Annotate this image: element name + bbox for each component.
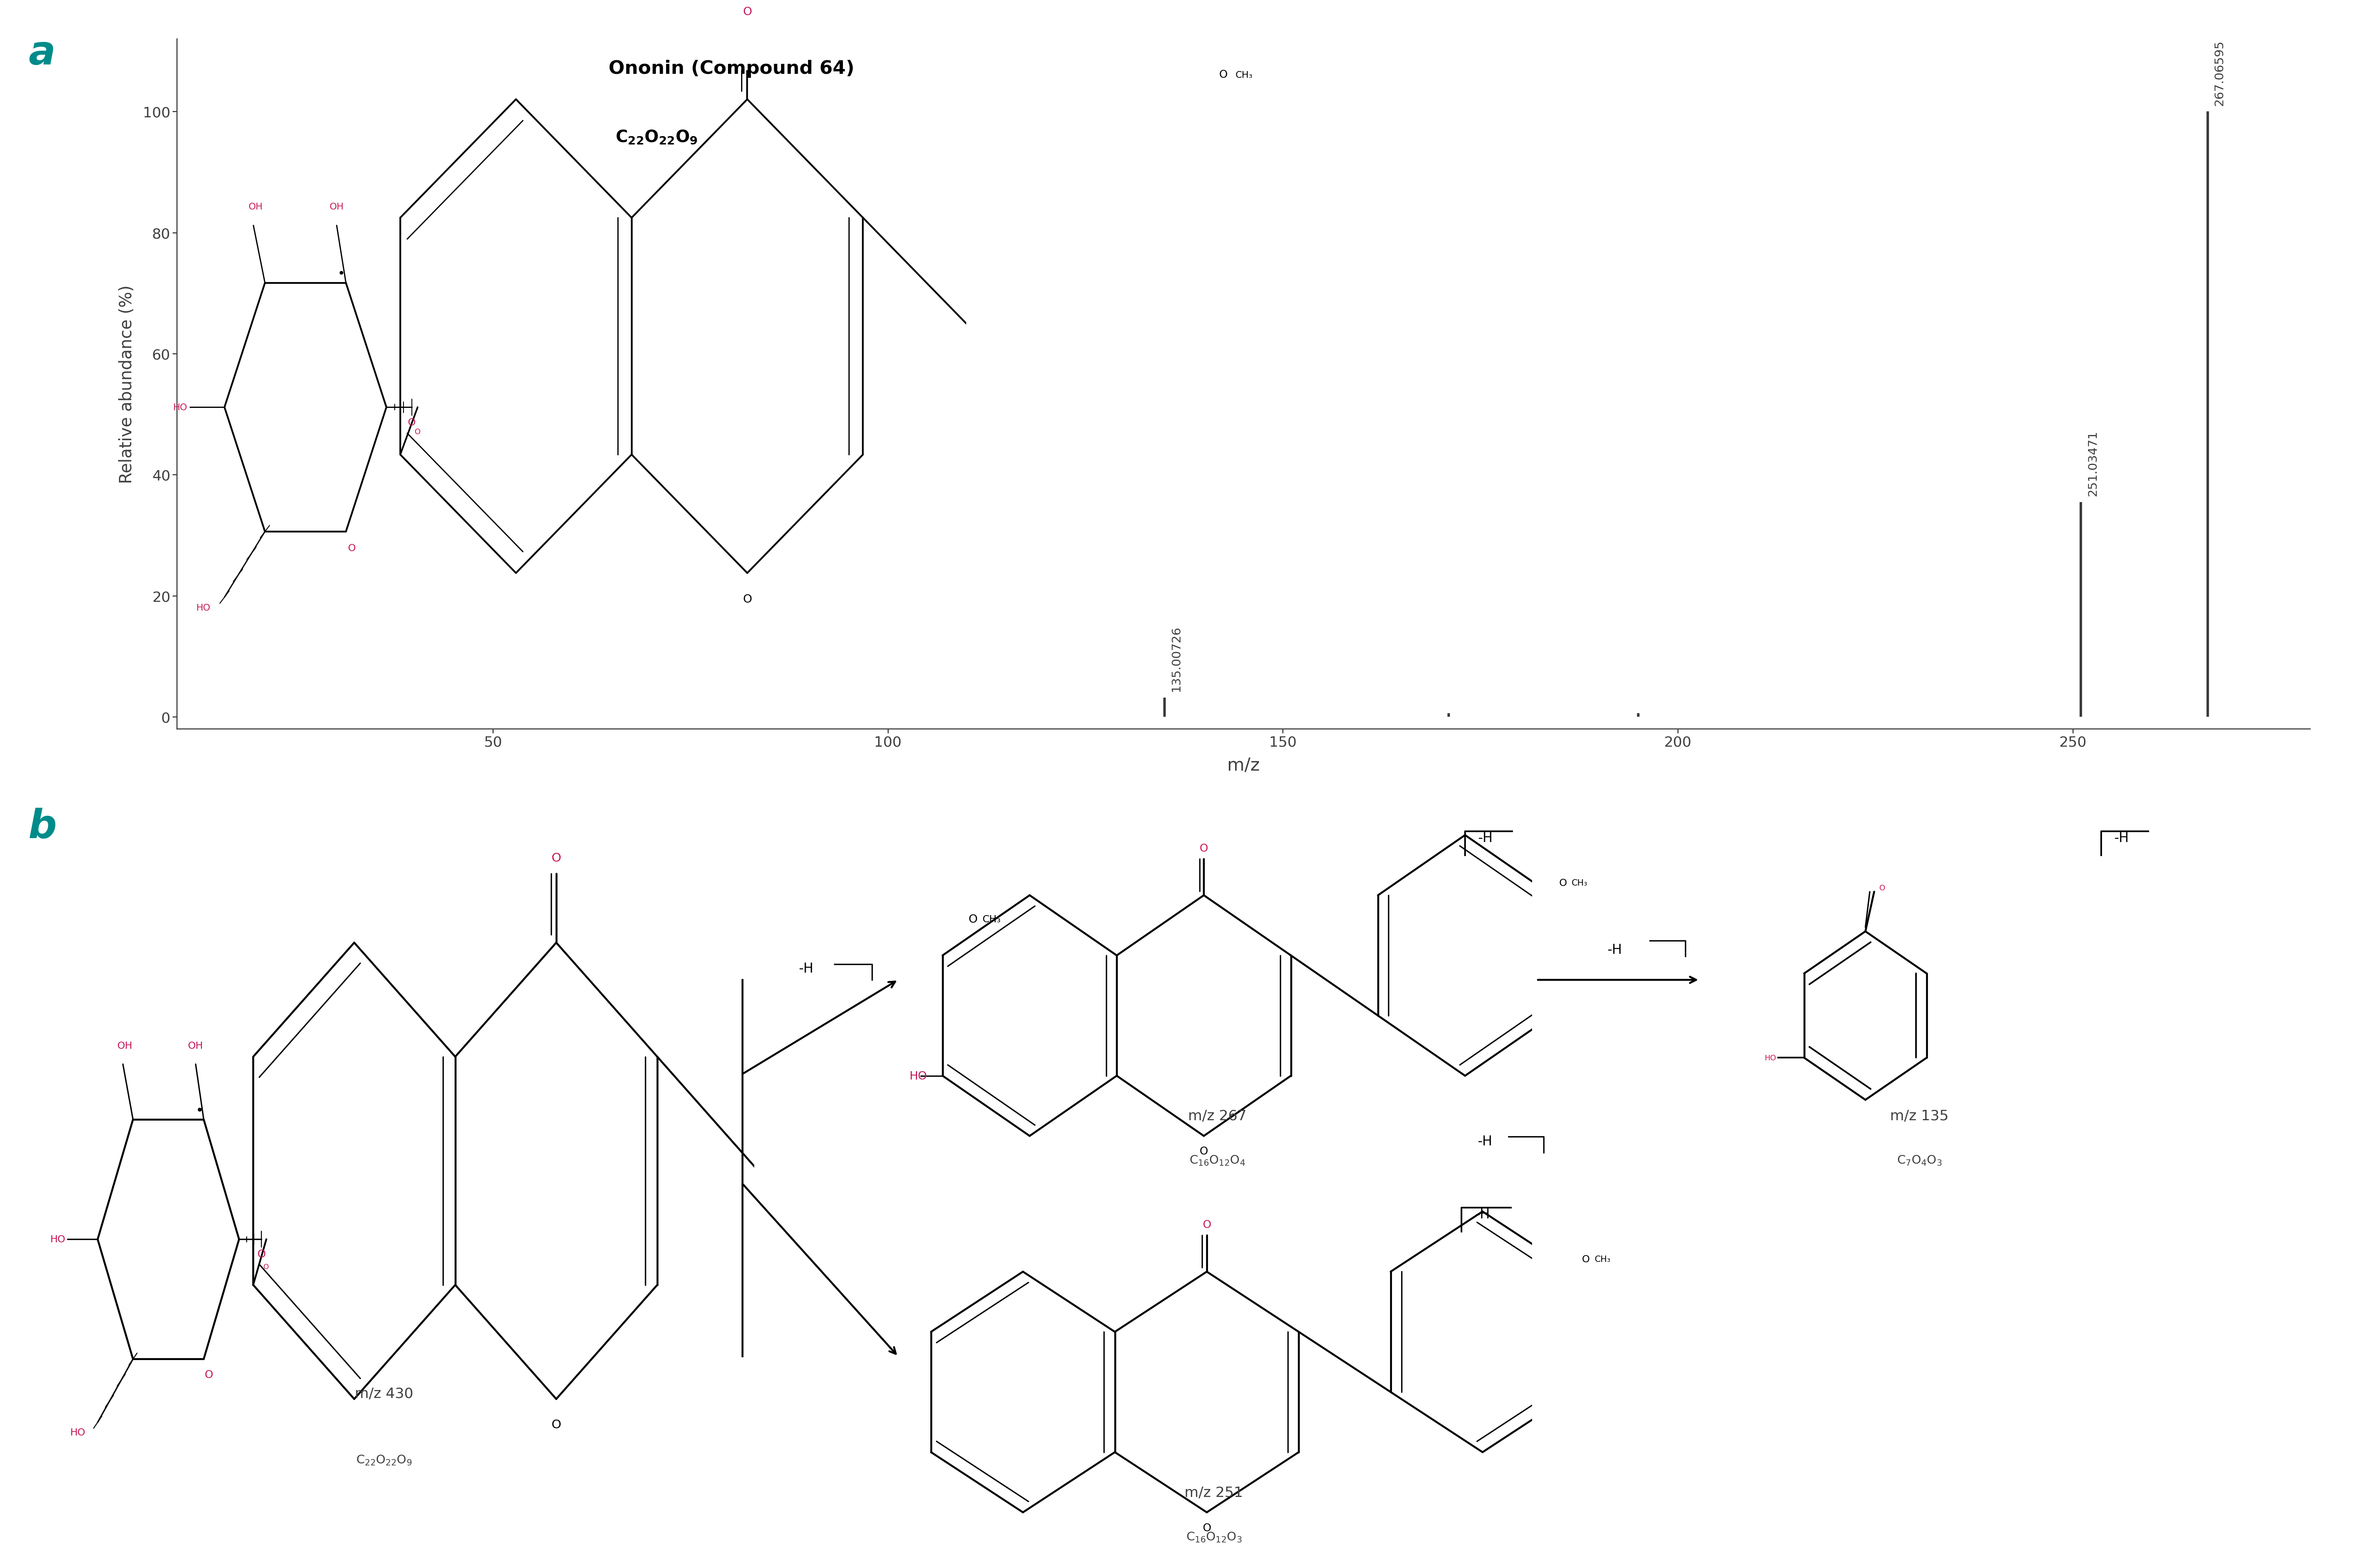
Text: O: O xyxy=(264,1264,269,1270)
Text: -H: -H xyxy=(2114,831,2128,845)
Text: -H: -H xyxy=(1607,944,1622,956)
Text: CH₃: CH₃ xyxy=(1572,880,1586,887)
Text: O: O xyxy=(1200,1146,1209,1157)
Text: HO: HO xyxy=(910,1071,926,1082)
Text: O: O xyxy=(408,417,415,428)
Y-axis label: Relative abundance (%): Relative abundance (%) xyxy=(118,285,134,483)
Text: HO: HO xyxy=(172,403,189,412)
Text: OH: OH xyxy=(189,1041,203,1051)
Text: 251.03471: 251.03471 xyxy=(2086,430,2098,495)
Text: O: O xyxy=(1202,1523,1211,1534)
Text: O: O xyxy=(1558,878,1567,887)
Text: O: O xyxy=(552,1419,561,1430)
Text: -H: -H xyxy=(1478,831,1492,845)
Text: O: O xyxy=(205,1370,212,1380)
Text: m/z 430: m/z 430 xyxy=(354,1386,412,1400)
Text: $\mathrm{C_{16}O_{12}O_4}$: $\mathrm{C_{16}O_{12}O_4}$ xyxy=(1190,1154,1244,1167)
Text: O: O xyxy=(742,594,752,605)
Text: HO: HO xyxy=(49,1234,66,1243)
Text: OH: OH xyxy=(247,202,264,212)
Text: -H: -H xyxy=(1478,1135,1492,1148)
Text: $\mathbf{C_{22}O_{22}O_9}$: $\mathbf{C_{22}O_{22}O_9}$ xyxy=(615,129,698,146)
Text: $\mathrm{C_{16}O_{12}O_3}$: $\mathrm{C_{16}O_{12}O_3}$ xyxy=(1186,1530,1242,1543)
Text: 267.06595: 267.06595 xyxy=(2213,41,2225,105)
Text: CH₃: CH₃ xyxy=(1596,1256,1610,1264)
Text: HO: HO xyxy=(71,1427,85,1436)
Text: -H: -H xyxy=(799,963,813,975)
Text: O: O xyxy=(742,6,752,17)
Text: m/z 135: m/z 135 xyxy=(1890,1109,1949,1123)
Text: O: O xyxy=(415,428,420,436)
Text: -H: -H xyxy=(1475,1207,1490,1221)
Text: $\mathrm{C_7O_4O_3}$: $\mathrm{C_7O_4O_3}$ xyxy=(1897,1154,1942,1167)
Text: O: O xyxy=(1202,1220,1211,1229)
Text: O: O xyxy=(552,851,561,864)
Text: O: O xyxy=(1219,71,1228,80)
Text: Ononin (Compound 64): Ononin (Compound 64) xyxy=(608,60,853,78)
Text: b: b xyxy=(28,808,57,847)
Text: $\mathrm{C_{22}O_{22}O_9}$: $\mathrm{C_{22}O_{22}O_9}$ xyxy=(356,1454,412,1466)
Text: HO: HO xyxy=(1765,1054,1777,1062)
Text: O: O xyxy=(349,544,356,554)
Text: OH: OH xyxy=(118,1041,132,1051)
Text: O: O xyxy=(257,1250,266,1259)
X-axis label: m/z: m/z xyxy=(1228,757,1259,775)
Text: m/z 251: m/z 251 xyxy=(1186,1485,1242,1499)
Text: CH₃: CH₃ xyxy=(1235,71,1252,80)
Text: 135.00726: 135.00726 xyxy=(1171,626,1181,691)
Text: CH₃: CH₃ xyxy=(983,914,1002,924)
Text: O: O xyxy=(969,914,978,925)
Text: a: a xyxy=(28,34,54,74)
Text: HO: HO xyxy=(196,604,210,612)
Text: OH: OH xyxy=(330,202,344,212)
Text: O: O xyxy=(1879,884,1886,892)
Text: m/z 267: m/z 267 xyxy=(1188,1109,1247,1123)
Text: O: O xyxy=(1200,844,1209,853)
Text: O: O xyxy=(1582,1254,1589,1264)
